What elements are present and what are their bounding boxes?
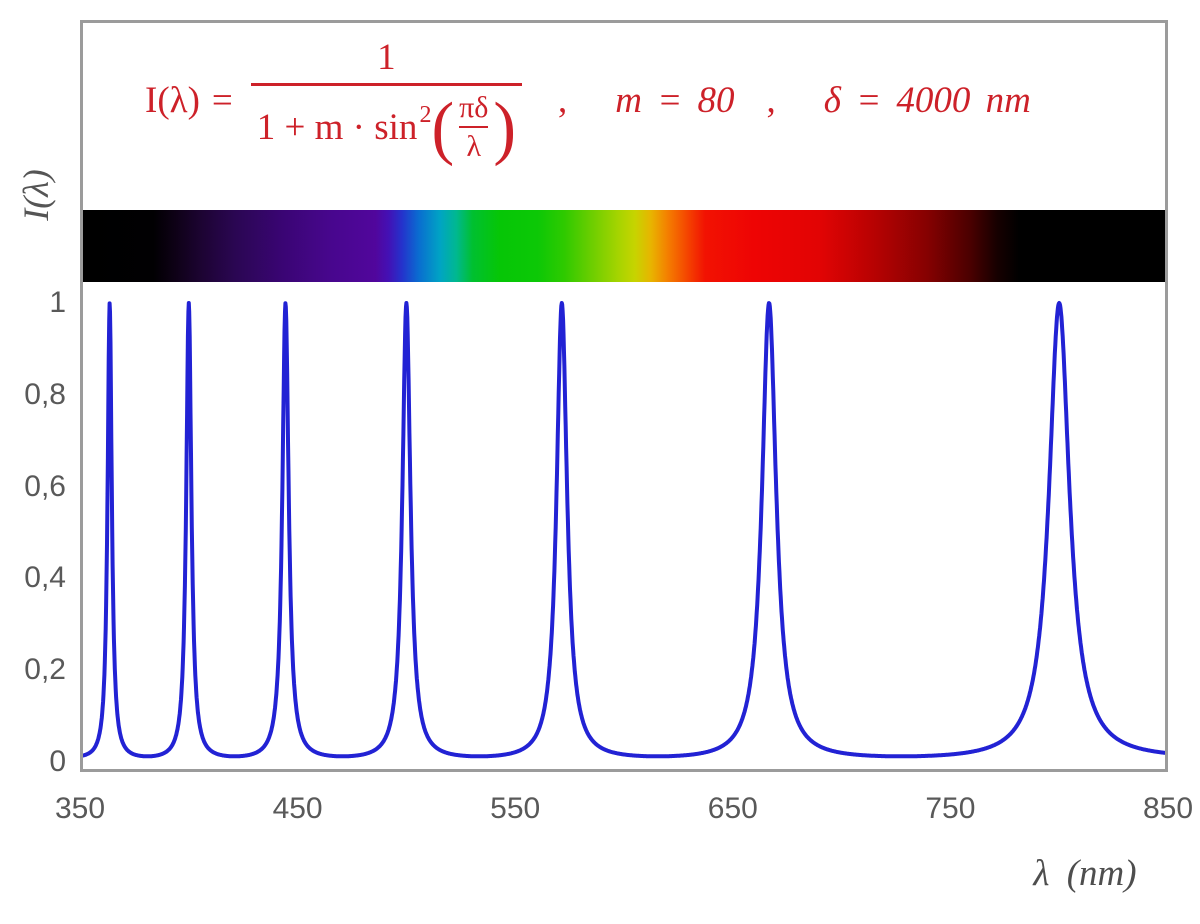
y-tick-label: 0,2 [24, 653, 66, 687]
formula-equals: = [211, 79, 233, 121]
fraction-numerator: 1 [377, 36, 396, 78]
x-tick-label: 850 [1142, 792, 1194, 825]
sin-exponent: 2 [419, 101, 432, 128]
x-tick-label: 450 [272, 792, 323, 825]
x-tick-label: 350 [54, 792, 106, 825]
fraction-bar [250, 83, 523, 87]
param-m: m = 80 [615, 79, 735, 121]
open-paren: ( [431, 86, 455, 167]
inner-numerator: πδ [459, 91, 489, 125]
y-tick-label: 0,8 [24, 377, 66, 411]
y-axis-title: I(λ) [16, 169, 56, 221]
x-tick-label: 650 [707, 792, 758, 825]
formula-annotation: I(λ) = 1 1 + m · sin 2 ( πδ λ ) , m = 80… [145, 25, 1031, 175]
y-tick-label: 1 [49, 286, 66, 319]
y-tick-label: 0,4 [24, 561, 66, 595]
comma-separator: , [766, 79, 776, 121]
visible-spectrum-bar [83, 210, 1165, 282]
x-axis-title: λ (nm) [1033, 853, 1137, 894]
close-paren: ) [493, 86, 517, 167]
param-delta: δ = 4000 nm [823, 79, 1031, 121]
y-tick-label: 0,6 [24, 469, 66, 503]
y-tick-label: 0 [49, 745, 66, 778]
inner-fraction: πδ λ [459, 91, 489, 164]
fraction: 1 1 + m · sin 2 ( πδ λ ) [250, 36, 523, 167]
inner-denominator: λ [466, 130, 482, 164]
x-tick-label: 550 [490, 792, 541, 825]
x-tick-label: 750 [925, 792, 976, 825]
formula-lhs: I(λ) [145, 79, 200, 121]
comma-separator: , [558, 79, 568, 121]
fraction-denominator: 1 + m · sin 2 ( πδ λ ) [251, 86, 522, 167]
inner-fraction-bar [459, 126, 489, 129]
denominator-text: 1 + m · sin [256, 107, 418, 149]
